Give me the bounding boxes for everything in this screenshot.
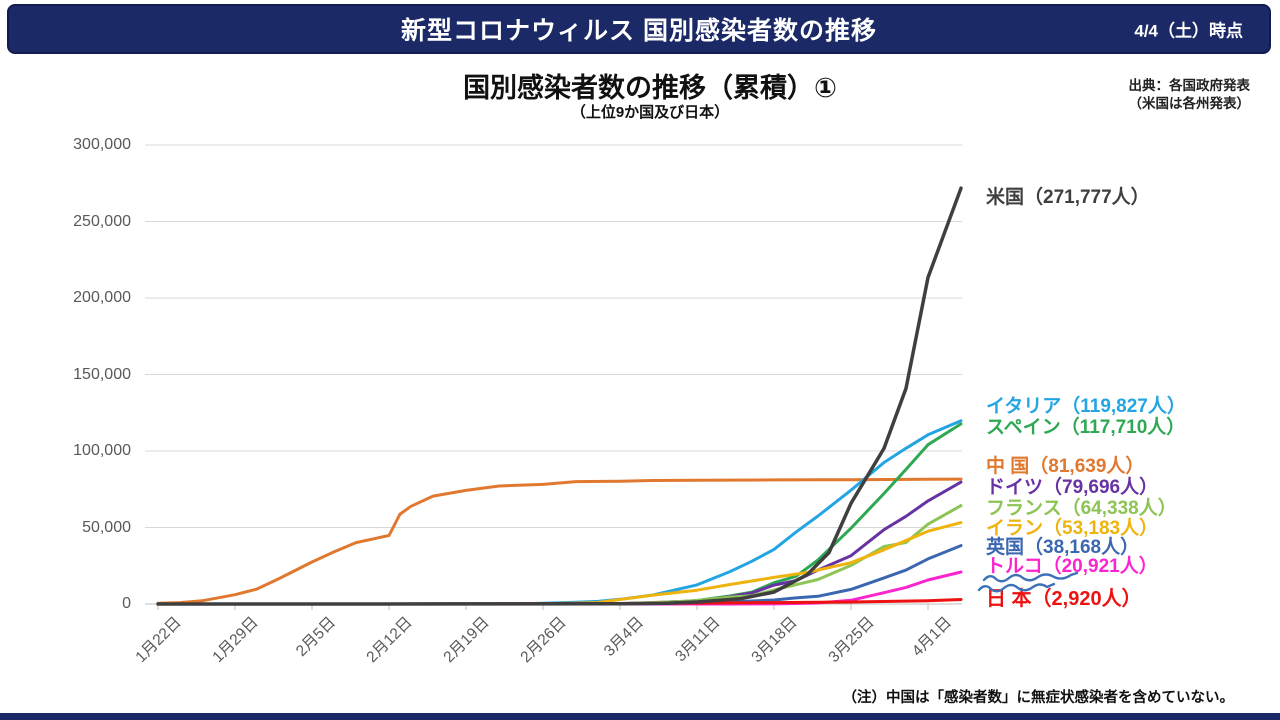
- legend-label-turkey: トルコ（20,921人）: [986, 556, 1158, 577]
- legend-label-iran: イラン（53,183人）: [986, 518, 1159, 539]
- source-line1: 出典：各国政府発表: [1128, 78, 1251, 93]
- legend-label-germany: ドイツ（79,696人）: [986, 477, 1159, 498]
- series-line-germany: [156, 480, 963, 606]
- turkey-underline-scribble: [977, 571, 1079, 593]
- y-axis-label-4: 200,000: [73, 289, 131, 306]
- source-note: 出典：各国政府発表 （米国は各州発表）: [1129, 77, 1251, 112]
- legend-label-italy: イタリア（119,827人）: [986, 396, 1186, 417]
- footer-bar: [0, 713, 1280, 720]
- legend-label-spain: スペイン（117,710人）: [986, 417, 1186, 438]
- y-axis-label-1: 50,000: [82, 518, 131, 536]
- series-line-usa: [156, 186, 963, 606]
- y-axis-label-0: 0: [122, 595, 131, 612]
- series-line-uk: [156, 544, 963, 606]
- y-axis-label-3: 150,000: [73, 365, 131, 383]
- y-axis-label-2: 100,000: [73, 442, 131, 459]
- series-line-china: [156, 477, 963, 605]
- banner-date-label: 4/4（土）時点: [1134, 21, 1243, 41]
- legend-label-uk: 英国（38,168人）: [986, 537, 1140, 558]
- series-line-italy: [156, 419, 963, 606]
- legend-label-china: 中 国（81,639人）: [986, 456, 1145, 477]
- banner-title: 新型コロナウィルス 国別感染者数の推移: [401, 17, 877, 45]
- legend-label-japan: 日 本（2,920人）: [986, 588, 1142, 610]
- y-axis-label-5: 250,000: [73, 212, 131, 230]
- legend-label-usa: 米国（271,777人）: [986, 187, 1150, 208]
- series-line-france: [156, 504, 963, 606]
- y-axis-label-6: 300,000: [73, 136, 131, 153]
- series-line-turkey: [156, 570, 963, 606]
- footnote: （注）中国は「感染者数」に無症状感染者を含めていない。: [842, 690, 1235, 706]
- source-line2: （米国は各州発表）: [1128, 95, 1251, 111]
- title-banner: 新型コロナウィルス 国別感染者数の推移 4/4（土）時点: [7, 4, 1271, 54]
- page-title: 国別感染者数の推移（累積）①: [463, 73, 837, 103]
- legend-label-france: フランス（64,338人）: [986, 498, 1177, 519]
- page-subtitle: （上位9か国及び日本）: [570, 104, 730, 121]
